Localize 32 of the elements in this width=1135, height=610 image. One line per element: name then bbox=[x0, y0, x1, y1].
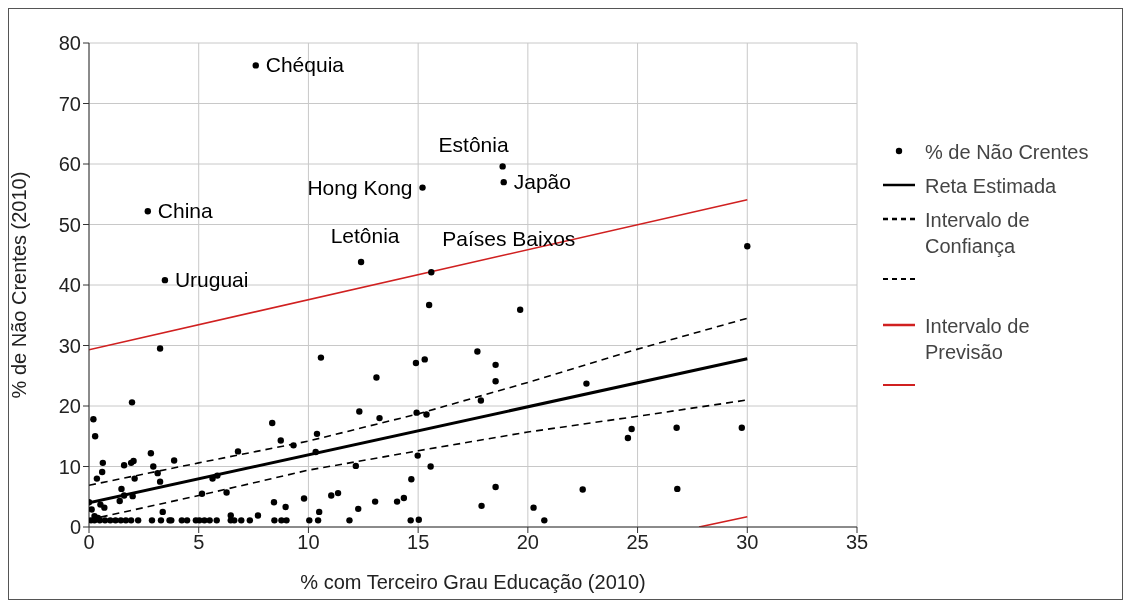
legend-label: Intervalo de Confiança bbox=[925, 208, 1031, 259]
annotation: Chéquia bbox=[265, 53, 345, 77]
y-tick-label: 30 bbox=[58, 334, 81, 357]
x-axis-title: % com Terceiro Grau Educação (2010) bbox=[300, 571, 646, 593]
annotation: China bbox=[157, 199, 213, 223]
y-tick-label: 70 bbox=[58, 92, 81, 115]
x-tick-label: 5 bbox=[193, 531, 205, 554]
x-tick-label: 10 bbox=[297, 531, 320, 554]
annotation: Hong Kong bbox=[307, 175, 413, 199]
y-tick-label: 80 bbox=[58, 32, 81, 55]
x-tick-label: 0 bbox=[83, 531, 95, 554]
legend-label: % de Não Crentes bbox=[925, 140, 1089, 165]
x-tick-label: 35 bbox=[845, 531, 869, 554]
line-series bbox=[89, 317, 749, 487]
annotation: Estônia bbox=[438, 133, 509, 157]
legend-label: Reta Estimada bbox=[925, 174, 1057, 199]
y-tick-label: 60 bbox=[58, 153, 81, 176]
annotation: Letônia bbox=[330, 224, 400, 248]
legend-label: Intervalo de Previsão bbox=[925, 314, 1031, 365]
x-tick-label: 20 bbox=[516, 531, 539, 554]
x-tick-label: 25 bbox=[626, 531, 649, 554]
y-tick-label: 40 bbox=[58, 274, 81, 297]
x-tick-label: 30 bbox=[736, 531, 759, 554]
annotation: Japão bbox=[513, 170, 571, 194]
y-tick-label: 50 bbox=[58, 213, 81, 236]
y-tick-label: 20 bbox=[58, 395, 81, 418]
y-axis-title: % de Não Crentes (2010) bbox=[8, 171, 31, 399]
annotation: Uruguai bbox=[174, 268, 249, 292]
y-tick-label: 0 bbox=[69, 516, 81, 539]
annotation: Países Baixos bbox=[442, 227, 576, 251]
y-tick-label: 10 bbox=[58, 455, 81, 478]
x-tick-label: 15 bbox=[407, 531, 430, 554]
